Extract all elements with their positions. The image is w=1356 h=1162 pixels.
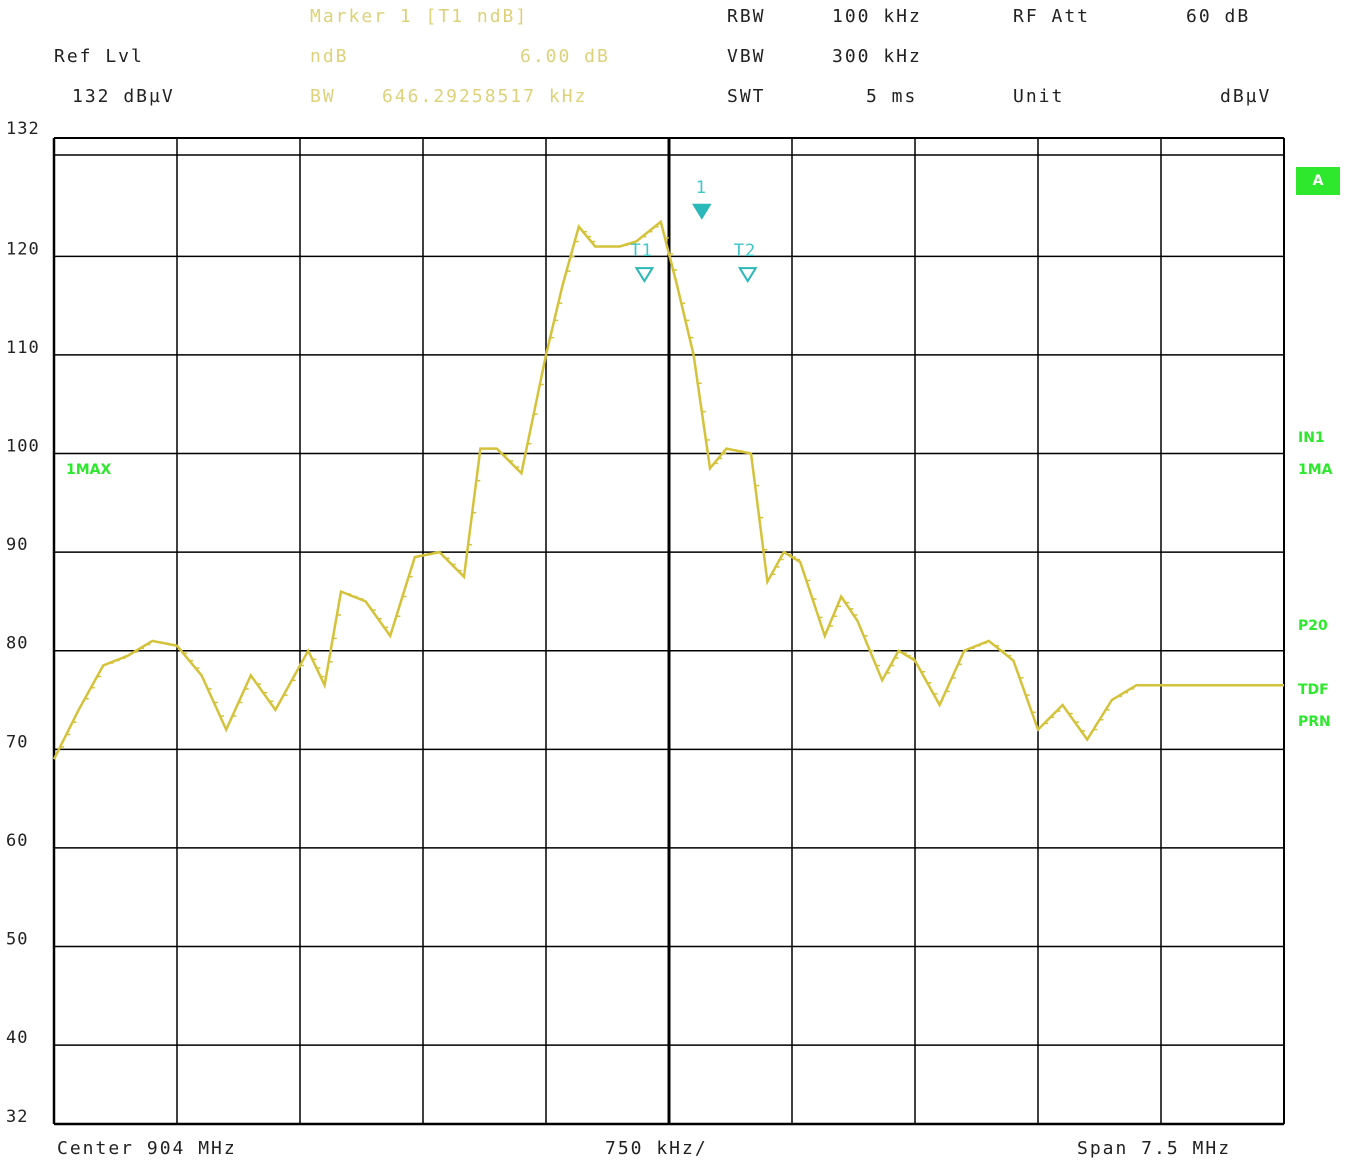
- y-tick-110: 110: [6, 338, 40, 358]
- ref-level-value: 132 dBµV: [72, 86, 175, 107]
- rf-att-label: RF Att: [1013, 6, 1091, 27]
- vbw-label: VBW: [727, 46, 766, 67]
- y-tick-132: 132: [6, 119, 40, 139]
- ndb-label: ndB: [310, 46, 349, 67]
- rbw-label: RBW: [727, 6, 766, 27]
- y-tick-80: 80: [6, 634, 28, 654]
- marker-1-label: 1: [695, 177, 708, 198]
- ref-level-label: Ref Lvl: [54, 46, 144, 67]
- ndb-value: 6.00 dB: [520, 46, 610, 67]
- rbw-value: 100 kHz: [832, 6, 922, 27]
- y-tick-120: 120: [6, 239, 40, 259]
- marker-1-icon: [692, 203, 712, 220]
- y-tick-50: 50: [6, 930, 28, 950]
- marker-symbols: [634, 203, 758, 283]
- trace-mode-label: 1MAX: [66, 462, 112, 478]
- y-tick-70: 70: [6, 732, 28, 752]
- marker-t2-label: T2: [733, 241, 757, 262]
- tdf-indicator: TDF: [1298, 682, 1329, 698]
- marker-t1-icon: [634, 267, 655, 283]
- y-tick-100: 100: [6, 437, 40, 457]
- prn-indicator: PRN: [1298, 714, 1331, 730]
- y-tick-90: 90: [6, 535, 28, 555]
- marker-title: Marker 1 [T1 ndB]: [310, 6, 529, 27]
- y-tick-40: 40: [6, 1028, 28, 1048]
- y-tick-labels: 132 120 110 100 90 80 70 60 50 40 32: [6, 119, 40, 1127]
- center-frequency: Center 904 MHz: [57, 1138, 237, 1159]
- frequency-per-division: 750 kHz/: [605, 1138, 708, 1159]
- y-tick-60: 60: [6, 831, 28, 851]
- frequency-span: Span 7.5 MHz: [1077, 1138, 1232, 1159]
- trace-line: [52, 219, 1284, 760]
- vbw-value: 300 kHz: [832, 46, 922, 67]
- bw-value: 646.29258517 kHz: [382, 86, 588, 107]
- rf-att-value: 60 dB: [1186, 6, 1251, 27]
- unit-label: Unit: [1013, 86, 1065, 107]
- trace-detail: [60, 225, 1282, 748]
- swt-value: 5 ms: [866, 86, 918, 107]
- marker-t1-label: T1: [630, 241, 653, 262]
- input-indicator: IN1: [1298, 430, 1325, 446]
- bw-label: BW: [310, 86, 336, 107]
- swt-label: SWT: [727, 86, 766, 107]
- marker-t2-icon: [737, 267, 758, 283]
- preamp-indicator: P20: [1298, 618, 1328, 634]
- chart-grid: [52, 137, 1285, 1126]
- unit-value: dBµV: [1220, 86, 1272, 107]
- trace-a-badge: A: [1296, 167, 1340, 195]
- trace-indicator: 1MA: [1298, 462, 1333, 478]
- y-tick-32: 32: [6, 1107, 28, 1127]
